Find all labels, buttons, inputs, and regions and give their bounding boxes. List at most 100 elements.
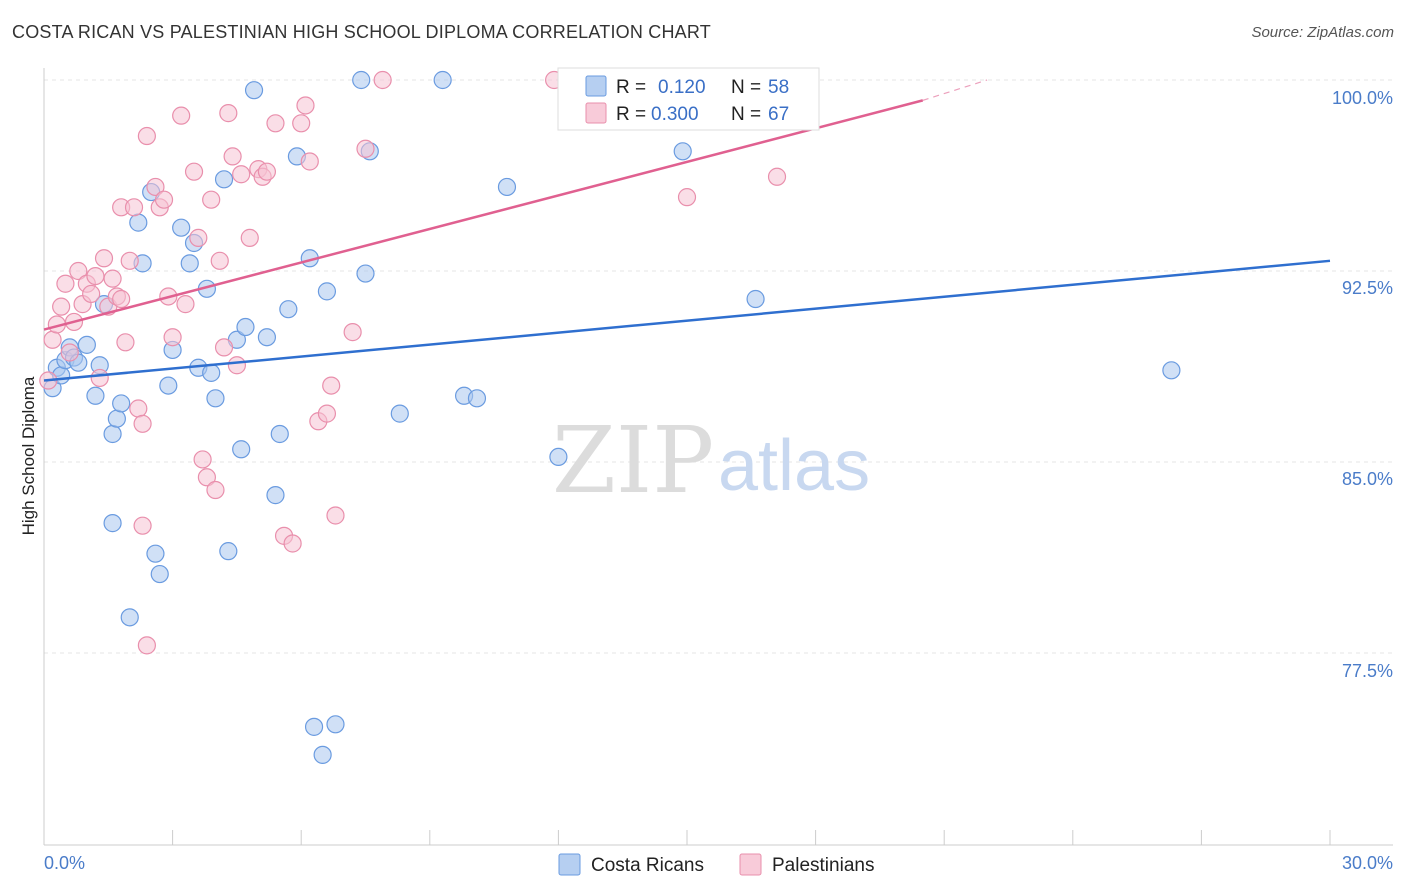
point-pal-64 xyxy=(677,188,697,207)
point-pal-27 xyxy=(146,177,165,197)
point-pal-43 xyxy=(223,147,242,166)
legend-swatch-pal xyxy=(585,102,607,124)
point-costa-39 xyxy=(279,300,298,319)
point-pal-38 xyxy=(202,190,221,209)
point-pal-60 xyxy=(356,139,375,158)
point-costa-33 xyxy=(232,440,251,459)
point-costa-16 xyxy=(129,213,148,232)
watermark-atlas: atlas xyxy=(718,426,870,506)
point-pal-57 xyxy=(322,376,341,395)
point-pal-20 xyxy=(124,198,144,217)
point-pal-52 xyxy=(292,114,311,133)
point-costa-20 xyxy=(150,564,169,584)
point-costa-50 xyxy=(433,70,452,90)
point-costa-29 xyxy=(206,389,225,408)
point-costa-43 xyxy=(313,745,332,764)
point-pal-26 xyxy=(137,636,156,655)
point-pal-45 xyxy=(240,228,259,247)
point-pal-35 xyxy=(189,228,208,247)
point-pal-15 xyxy=(103,269,122,288)
point-costa-42 xyxy=(304,717,324,736)
point-costa-55 xyxy=(673,142,692,161)
legend-r-label-pal: R = xyxy=(616,104,646,125)
point-pal-42 xyxy=(219,104,238,123)
point-pal-22 xyxy=(129,399,148,418)
point-pal-24 xyxy=(133,516,152,535)
point-pal-7 xyxy=(69,261,88,281)
bottom-legend-swatch-pal xyxy=(739,853,762,876)
point-pal-31 xyxy=(163,328,182,347)
point-pal-59 xyxy=(343,323,362,342)
point-costa-24 xyxy=(180,254,199,273)
trend-line-pal xyxy=(43,99,924,331)
point-costa-31 xyxy=(219,542,238,561)
point-costa-54 xyxy=(549,447,568,467)
point-pal-54 xyxy=(300,152,319,171)
point-pal-44 xyxy=(227,356,246,375)
point-costa-37 xyxy=(266,486,285,505)
point-pal-40 xyxy=(210,251,229,270)
series-palestinians xyxy=(39,70,787,655)
point-costa-13 xyxy=(112,394,131,413)
point-pal-39 xyxy=(206,480,225,500)
point-costa-57 xyxy=(1162,361,1181,380)
legend-n-value-pal: 67 xyxy=(768,104,789,125)
point-costa-11 xyxy=(103,424,122,444)
point-costa-48 xyxy=(356,264,375,283)
trend-line-pal-extension xyxy=(922,79,988,101)
point-pal-48 xyxy=(257,162,277,181)
point-pal-51 xyxy=(283,534,302,553)
stats-legend: R = 0.120 N = 58 R = 0.300 N = 67 xyxy=(557,67,820,131)
series-legend: Costa Ricans Palestinians xyxy=(558,853,874,876)
point-costa-30 xyxy=(214,170,234,189)
point-costa-15 xyxy=(120,608,139,627)
y-tick-label-77-5: 77.5% xyxy=(1342,661,1393,681)
point-pal-11 xyxy=(86,266,105,286)
gridlines xyxy=(44,79,1393,654)
point-pal-12 xyxy=(90,368,109,388)
point-costa-38 xyxy=(270,424,289,444)
point-pal-65 xyxy=(767,167,787,186)
legend-swatch-costa xyxy=(585,75,607,97)
x-tick-label-max: 30.0% xyxy=(1342,853,1393,873)
watermark-zip: ZIP xyxy=(552,407,714,514)
point-pal-66 xyxy=(232,165,251,184)
point-costa-35 xyxy=(244,81,264,100)
bottom-legend-label-costa: Costa Ricans xyxy=(591,855,704,876)
legend-n-label-costa: N = xyxy=(731,77,761,98)
point-costa-14 xyxy=(103,514,122,533)
point-pal-41 xyxy=(214,338,234,357)
y-tick-label-92-5: 92.5% xyxy=(1342,278,1393,298)
point-costa-12 xyxy=(107,409,126,428)
point-costa-46 xyxy=(352,70,371,90)
point-pal-32 xyxy=(172,106,191,125)
point-pal-37 xyxy=(197,468,216,487)
point-pal-1 xyxy=(43,330,62,349)
point-costa-28 xyxy=(202,363,221,382)
point-pal-61 xyxy=(373,70,392,90)
bottom-legend-label-pal: Palestinians xyxy=(772,855,874,876)
point-pal-3 xyxy=(52,297,71,316)
point-pal-36 xyxy=(193,450,212,469)
chart-source: Source: ZipAtlas.com xyxy=(1251,24,1394,41)
chart-title: COSTA RICAN VS PALESTINIAN HIGH SCHOOL D… xyxy=(12,22,711,42)
point-pal-25 xyxy=(137,126,156,146)
y-axis-label: High School Diploma xyxy=(19,376,38,535)
point-costa-45 xyxy=(326,715,345,734)
point-costa-56 xyxy=(746,289,765,309)
point-pal-56 xyxy=(317,404,337,423)
legend-r-value-costa: 0.120 xyxy=(658,77,706,98)
point-costa-8 xyxy=(86,386,105,405)
y-tick-label-85-0: 85.0% xyxy=(1342,469,1393,489)
point-pal-58 xyxy=(326,506,345,525)
point-pal-23 xyxy=(133,414,152,433)
point-pal-34 xyxy=(184,162,204,181)
point-costa-44 xyxy=(317,282,337,301)
trend-lines xyxy=(43,79,1331,382)
point-costa-19 xyxy=(146,544,165,563)
point-pal-10 xyxy=(82,284,101,304)
point-pal-21 xyxy=(112,289,131,309)
point-pal-49 xyxy=(266,114,285,133)
y-tick-label-100-0: 100.0% xyxy=(1332,88,1393,108)
